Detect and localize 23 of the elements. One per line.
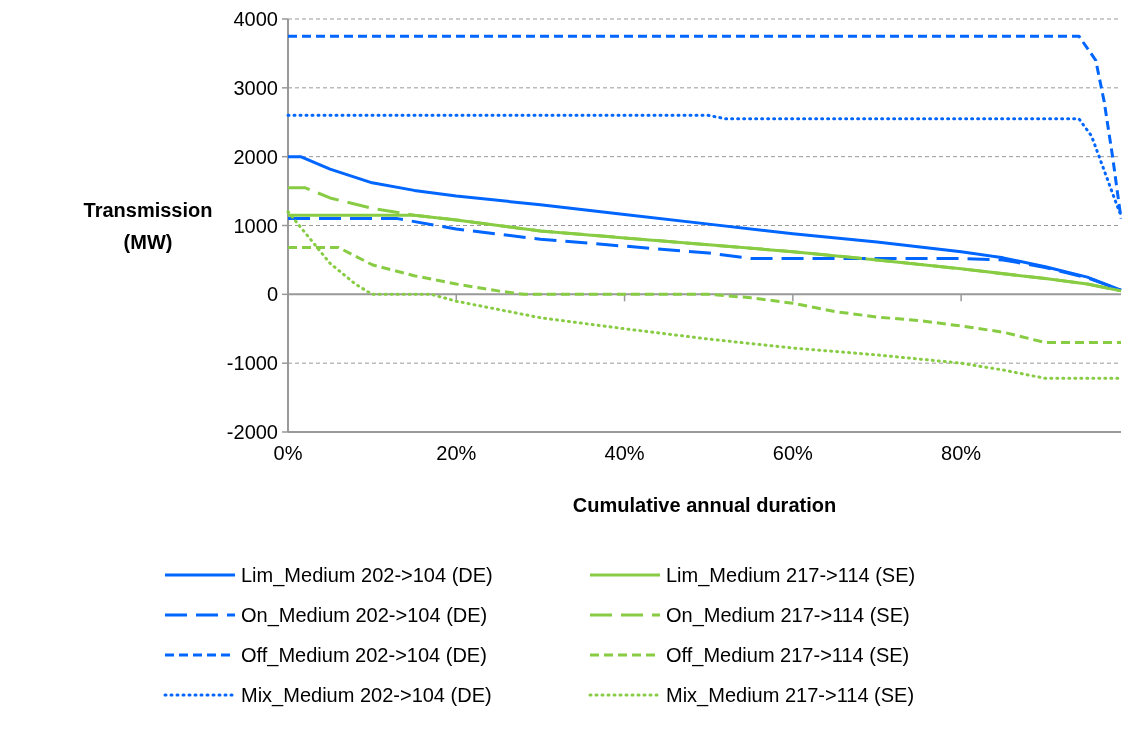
x-tick-label: 0% xyxy=(273,442,303,464)
y-axis-title: Transmission (MW) xyxy=(83,198,213,253)
x-axis-title: Cumulative annual duration xyxy=(572,494,837,516)
legend-label: Lim_Medium 217->114 (SE) xyxy=(666,564,916,587)
y-tick-label: 4000 xyxy=(233,8,278,30)
y-tick-label: 2000 xyxy=(233,145,278,168)
y-tick-label: 0 xyxy=(266,283,278,306)
x-tick-label: 40% xyxy=(604,442,645,464)
line-series xyxy=(286,34,1122,221)
y-tick-label: 1000 xyxy=(233,214,278,237)
x-tick-label: 60% xyxy=(772,442,814,464)
legend-label: Mix_Medium 202->104 (DE) xyxy=(241,684,492,707)
legend-label: Mix_Medium 217->114 (SE) xyxy=(666,684,915,707)
y-tick-label: -2000 xyxy=(226,421,278,443)
y-tick-label: -1000 xyxy=(226,352,278,375)
x-tick-label: 80% xyxy=(941,442,982,464)
legend-label: Off_Medium 217->114 (SE) xyxy=(666,644,910,667)
legend-label: On_Medium 217->114 (SE) xyxy=(666,604,910,627)
legend-label: On_Medium 202->104 (DE) xyxy=(241,604,488,627)
x-tick-label: 20% xyxy=(436,442,477,464)
legend-label: Off_Medium 202->104 (DE) xyxy=(241,644,487,667)
legend-label: Lim_Medium 202->104 (DE) xyxy=(241,564,493,587)
y-tick-label: 3000 xyxy=(233,76,278,99)
